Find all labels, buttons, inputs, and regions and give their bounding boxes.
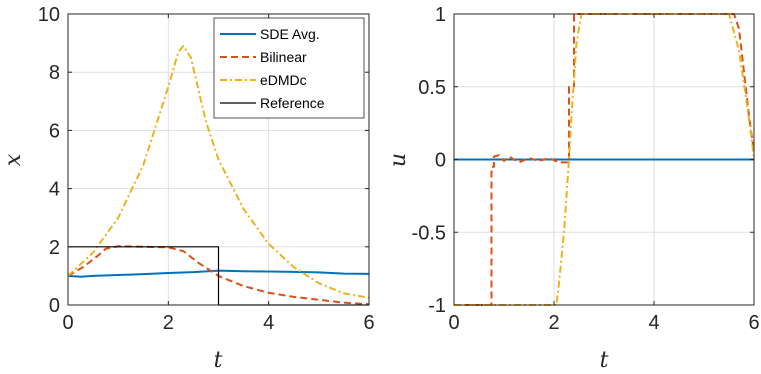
left-x-tick-label: 2	[163, 312, 174, 334]
right-x-tick-label: 4	[648, 312, 659, 334]
left-y-tick-label: 2	[49, 237, 60, 259]
left-series-line-edmdc	[67, 45, 370, 299]
right-series-line-series-2	[454, 13, 755, 306]
right-y-tick-label: 0	[435, 150, 446, 172]
right-y-ticks: -1 -0.5 0 0.5 1	[412, 4, 754, 317]
right-y-label: u	[386, 153, 411, 167]
legend-label: SDE Avg.	[260, 26, 320, 42]
right-x-tick-label: 0	[448, 312, 459, 334]
right-y-tick-label: -0.5	[412, 222, 446, 244]
legend-label: Reference	[260, 95, 325, 111]
left-y-ticks: 0 2 4 6 8 10	[38, 4, 369, 317]
left-x-tick-label: 0	[62, 312, 73, 334]
left-x-label: t	[214, 348, 223, 373]
right-x-tick-label: 6	[748, 312, 759, 334]
left-series-line-bilinear	[67, 245, 370, 306]
left-x-ticks: 0 2 4 6	[62, 14, 375, 334]
right-x-tick-label: 2	[548, 312, 559, 334]
left-y-tick-label: 4	[49, 179, 60, 201]
legend: SDE Avg. Bilinear eDMDc Reference	[213, 17, 365, 119]
right-subplot: 0 2 4 6 -1 -0.5 0 0.5 1 t u	[386, 4, 760, 373]
right-y-tick-label: 0.5	[418, 77, 446, 99]
left-series-line-sde-avg	[67, 269, 370, 278]
right-y-tick-label: 1	[435, 4, 446, 26]
left-x-tick-label: 6	[363, 312, 374, 334]
left-y-tick-label: 6	[49, 120, 60, 142]
right-y-tick-label: -1	[428, 295, 446, 317]
left-x-tick-label: 4	[263, 312, 274, 334]
legend-label: Bilinear	[260, 49, 307, 65]
left-y-tick-label: 0	[49, 295, 60, 317]
right-series-line-series-1	[454, 13, 755, 306]
left-y-tick-label: 8	[49, 62, 60, 84]
left-y-tick-label: 10	[38, 4, 60, 26]
right-x-label: t	[600, 348, 609, 373]
right-series-group	[454, 13, 755, 306]
left-axes-box	[67, 13, 370, 306]
legend-entries: SDE Avg. Bilinear eDMDc Reference	[220, 26, 325, 111]
left-y-label: x	[1, 153, 26, 166]
right-x-ticks: 0 2 4 6	[448, 14, 760, 334]
legend-label: eDMDc	[260, 72, 307, 88]
left-subplot: 0 2 4 6 0 2 4 6 8 10 t x SDE Avg. Bilinear eDMDc Re…	[1, 4, 375, 373]
